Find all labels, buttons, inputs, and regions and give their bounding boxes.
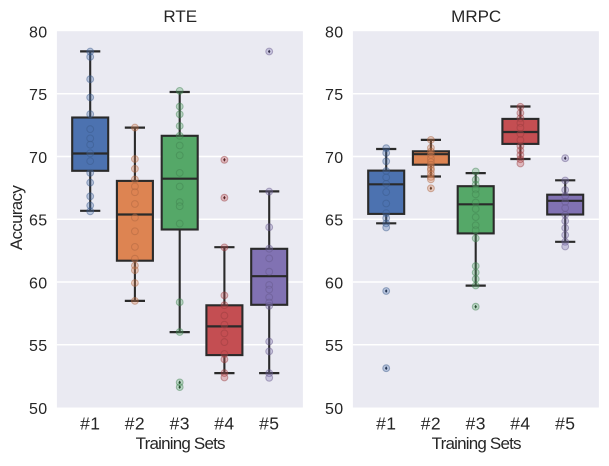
svg-text:60: 60: [325, 275, 344, 292]
svg-text:55: 55: [325, 338, 344, 355]
svg-text:55: 55: [29, 338, 48, 355]
svg-text:80: 80: [29, 24, 48, 41]
svg-text:60: 60: [29, 275, 48, 292]
svg-text:Training Sets: Training Sets: [136, 434, 225, 453]
svg-text:Accuracy: Accuracy: [7, 185, 26, 251]
svg-text:#5: #5: [555, 414, 575, 434]
svg-text:Training Sets: Training Sets: [432, 434, 521, 453]
svg-text:65: 65: [29, 213, 48, 230]
svg-text:75: 75: [325, 87, 344, 104]
svg-text:#2: #2: [421, 414, 441, 434]
svg-text:75: 75: [29, 87, 48, 104]
svg-text:50: 50: [29, 401, 48, 418]
svg-text:65: 65: [325, 213, 344, 230]
svg-text:70: 70: [325, 150, 344, 167]
svg-text:#4: #4: [510, 414, 530, 434]
svg-text:#1: #1: [376, 414, 396, 434]
svg-text:#3: #3: [466, 414, 486, 434]
svg-text:#5: #5: [259, 414, 279, 434]
svg-text:RTE: RTE: [163, 7, 197, 26]
svg-text:#3: #3: [170, 414, 190, 434]
svg-text:MRPC: MRPC: [451, 7, 501, 26]
svg-text:#1: #1: [80, 414, 100, 434]
svg-text:#4: #4: [214, 414, 234, 434]
svg-text:80: 80: [325, 24, 344, 41]
svg-text:#2: #2: [125, 414, 145, 434]
svg-text:50: 50: [325, 401, 344, 418]
svg-text:70: 70: [29, 150, 48, 167]
